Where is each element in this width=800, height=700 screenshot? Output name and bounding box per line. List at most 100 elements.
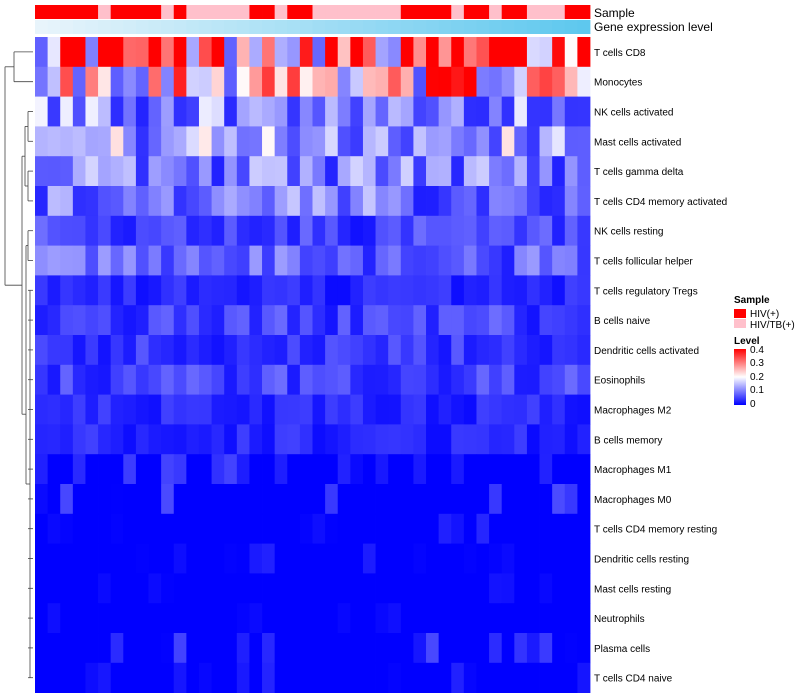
heatmap-cell <box>489 394 503 425</box>
gene-expression-cell <box>539 20 553 34</box>
heatmap-cell <box>400 662 414 693</box>
heatmap-cell <box>274 454 288 485</box>
heatmap-cell <box>350 513 364 544</box>
heatmap-cell <box>350 305 364 336</box>
heatmap-cell <box>60 543 74 574</box>
heatmap-cell <box>224 364 238 395</box>
heatmap-cell <box>224 96 238 127</box>
heatmap-cell <box>262 186 276 217</box>
heatmap-cell <box>526 603 540 634</box>
heatmap-cell <box>173 335 187 366</box>
heatmap-cell <box>400 573 414 604</box>
heatmap-cell <box>98 394 112 425</box>
heatmap-cell <box>287 603 301 634</box>
heatmap-cell <box>413 573 427 604</box>
heatmap-cell <box>60 454 74 485</box>
heatmap-cell <box>35 335 49 366</box>
heatmap-cell <box>489 573 503 604</box>
heatmap-cell <box>388 633 402 664</box>
heatmap-cell <box>123 454 137 485</box>
heatmap-cell <box>262 454 276 485</box>
heatmap-cell <box>161 96 175 127</box>
heatmap-cell <box>489 126 503 157</box>
heatmap-cell <box>35 186 49 217</box>
heatmap-cell <box>312 394 326 425</box>
heatmap-cell <box>438 364 452 395</box>
heatmap-cell <box>47 543 61 574</box>
heatmap-cell <box>85 37 99 68</box>
heatmap-cell <box>413 66 427 97</box>
heatmap-cell <box>388 186 402 217</box>
heatmap-cell <box>287 394 301 425</box>
row-label: T cells gamma delta <box>594 167 684 178</box>
gene-expression-cell <box>438 20 452 34</box>
gene-expression-cell <box>463 20 477 34</box>
heatmap-cell <box>526 156 540 187</box>
heatmap-cell <box>577 394 591 425</box>
heatmap-cell <box>287 543 301 574</box>
heatmap-cell <box>35 215 49 246</box>
heatmap-cell <box>400 215 414 246</box>
heatmap-cell <box>224 394 238 425</box>
heatmap-cell <box>413 513 427 544</box>
heatmap-cell <box>161 394 175 425</box>
row-label: Macrophages M1 <box>594 465 672 476</box>
row-label: Dendritic cells activated <box>594 346 699 357</box>
heatmap-cell <box>85 364 99 395</box>
heatmap-cell <box>552 245 566 276</box>
heatmap-cell <box>501 245 515 276</box>
heatmap-cell <box>262 126 276 157</box>
gene-expression-cell <box>35 20 49 34</box>
heatmap-cell <box>337 394 351 425</box>
heatmap-cell <box>489 662 503 693</box>
heatmap-cell <box>262 335 276 366</box>
heatmap-cell <box>388 662 402 693</box>
heatmap-cell <box>262 156 276 187</box>
heatmap-cell <box>438 454 452 485</box>
heatmap-cell <box>47 37 61 68</box>
heatmap-cell <box>501 335 515 366</box>
heatmap-cell <box>577 245 591 276</box>
heatmap-cell <box>514 573 528 604</box>
heatmap-cell <box>451 37 465 68</box>
heatmap-cell <box>135 633 149 664</box>
heatmap-cell <box>325 96 339 127</box>
sample-annotation-cell <box>274 5 288 19</box>
gene-expression-cell <box>325 20 339 34</box>
heatmap-cell <box>274 662 288 693</box>
heatmap-cell <box>463 662 477 693</box>
heatmap-cell <box>274 186 288 217</box>
heatmap-cell <box>35 513 49 544</box>
heatmap-cell <box>526 66 540 97</box>
gene-expression-cell <box>198 20 212 34</box>
heatmap-cell <box>98 126 112 157</box>
heatmap-cell <box>224 275 238 306</box>
heatmap-cell <box>262 394 276 425</box>
heatmap-cell <box>438 543 452 574</box>
heatmap-cell <box>72 543 86 574</box>
heatmap-cell <box>489 96 503 127</box>
heatmap-cell <box>224 37 238 68</box>
heatmap-cell <box>35 66 49 97</box>
sample-annotation-cell <box>337 5 351 19</box>
heatmap-cell <box>337 305 351 336</box>
heatmap-cell <box>72 662 86 693</box>
heatmap-cell <box>186 633 200 664</box>
heatmap-cell <box>110 394 124 425</box>
heatmap-cell <box>299 662 313 693</box>
heatmap-cell <box>539 186 553 217</box>
heatmap-cell <box>262 513 276 544</box>
heatmap-cell <box>211 37 225 68</box>
row-label: Macrophages M2 <box>594 406 672 417</box>
heatmap-cell <box>98 573 112 604</box>
heatmap-cell <box>564 126 578 157</box>
heatmap-cell <box>110 513 124 544</box>
heatmap-cell <box>224 454 238 485</box>
heatmap-cell <box>552 275 566 306</box>
heatmap-cell <box>186 37 200 68</box>
heatmap-cell <box>110 215 124 246</box>
heatmap-cell <box>60 126 74 157</box>
heatmap-cell <box>526 215 540 246</box>
gene-expression-cell <box>577 20 591 34</box>
heatmap-cell <box>325 275 339 306</box>
